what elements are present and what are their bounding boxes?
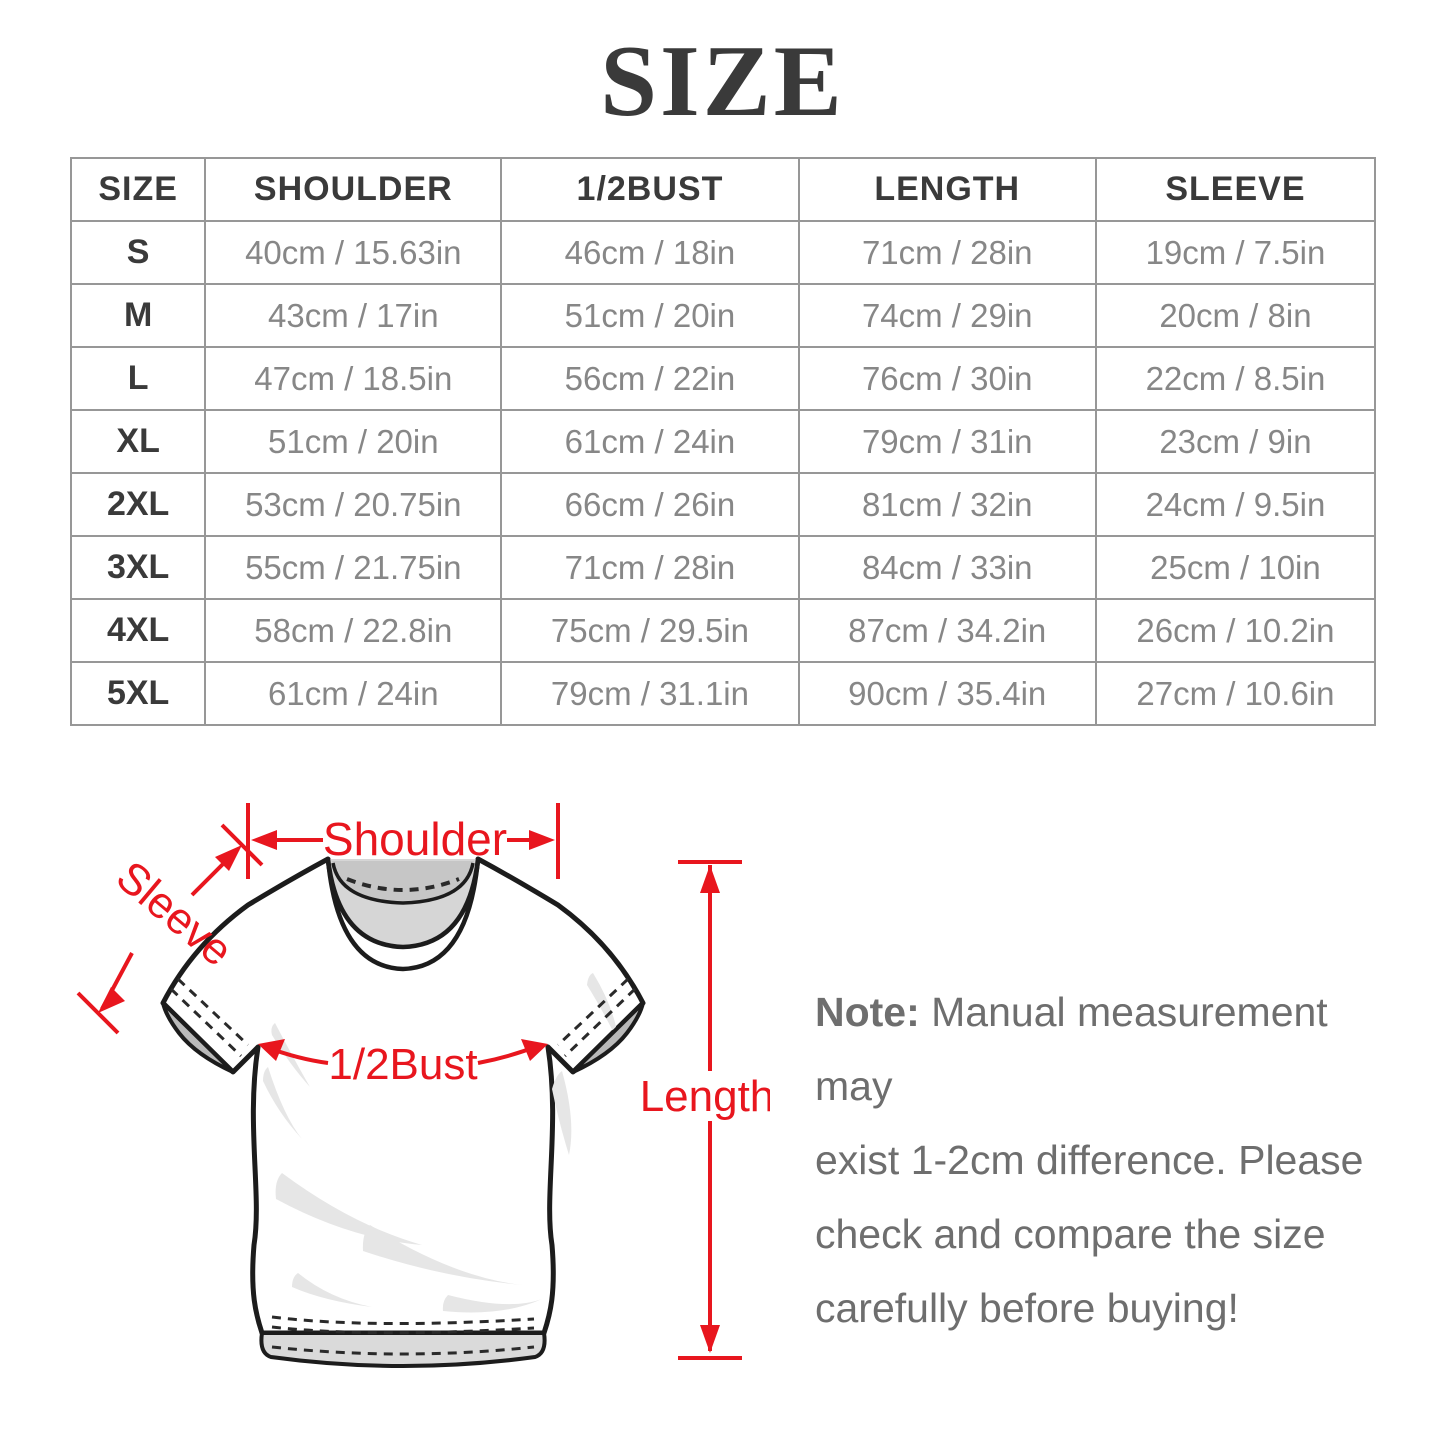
page-title: SIZE [600, 25, 845, 138]
shoulder-measure-cell: 40cm / 15.63in [204, 220, 503, 285]
note-line: carefully before buying! [815, 1285, 1239, 1331]
note-line: exist 1-2cm difference. Please [815, 1137, 1364, 1183]
table-row: 4XL 58cm / 22.8in 75cm / 29.5in 87cm / 3… [69, 598, 1377, 663]
table-header-row: SIZE SHOULDER 1/2BUST LENGTH SLEEVE [69, 157, 1377, 222]
table-row: XL 51cm / 20in 61cm / 24in 79cm / 31in 2… [69, 409, 1377, 474]
shoulder-label: Shoulder [323, 813, 507, 865]
sleeve-measure-cell: 26cm / 10.2in [1094, 598, 1377, 663]
shoulder-measure-cell: 58cm / 22.8in [204, 598, 503, 663]
table-row: 3XL 55cm / 21.75in 71cm / 28in 84cm / 33… [69, 535, 1377, 600]
shoulder-measure-cell: 61cm / 24in [204, 661, 503, 726]
length-measure-cell: 71cm / 28in [797, 220, 1097, 285]
shoulder-measure-cell: 51cm / 20in [204, 409, 503, 474]
shoulder-measure-cell: 53cm / 20.75in [204, 472, 503, 537]
size-label-cell: 4XL [69, 598, 207, 663]
note-line: check and compare the size [815, 1211, 1326, 1257]
bust-label: 1/2Bust [328, 1040, 477, 1089]
note-text: Note: Manual measurement may exist 1-2cm… [815, 975, 1415, 1345]
length-measure-cell: 76cm / 30in [797, 346, 1097, 411]
bust-measure-cell: 51cm / 20in [500, 283, 800, 348]
shoulder-dimension: Shoulder [246, 803, 560, 879]
sleeve-measure-cell: 20cm / 8in [1094, 283, 1377, 348]
size-label-cell: 5XL [69, 661, 207, 726]
bust-measure-cell: 71cm / 28in [500, 535, 800, 600]
table-row: M 43cm / 17in 51cm / 20in 74cm / 29in 20… [69, 283, 1377, 348]
sleeve-measure-cell: 25cm / 10in [1094, 535, 1377, 600]
size-label-cell: 3XL [69, 535, 207, 600]
size-label-cell: XL [69, 409, 207, 474]
bust-measure-cell: 56cm / 22in [500, 346, 800, 411]
tshirt-illustration [160, 856, 646, 1368]
column-header-sleeve: SLEEVE [1094, 157, 1377, 222]
sleeve-measure-cell: 27cm / 10.6in [1094, 661, 1377, 726]
table-row: 2XL 53cm / 20.75in 66cm / 26in 81cm / 32… [69, 472, 1377, 537]
bust-dimension: 1/2Bust [258, 1039, 548, 1089]
bust-measure-cell: 61cm / 24in [500, 409, 800, 474]
length-measure-cell: 90cm / 35.4in [797, 661, 1097, 726]
sleeve-measure-cell: 23cm / 9in [1094, 409, 1377, 474]
column-header-length: LENGTH [797, 157, 1097, 222]
size-label-cell: S [69, 220, 207, 285]
size-label-cell: L [69, 346, 207, 411]
sleeve-measure-cell: 19cm / 7.5in [1094, 220, 1377, 285]
size-label-cell: M [69, 283, 207, 348]
shoulder-measure-cell: 47cm / 18.5in [204, 346, 503, 411]
column-header-size: SIZE [69, 157, 207, 222]
length-measure-cell: 84cm / 33in [797, 535, 1097, 600]
note-prefix: Note: [815, 989, 920, 1035]
sleeve-measure-cell: 24cm / 9.5in [1094, 472, 1377, 537]
bust-measure-cell: 75cm / 29.5in [500, 598, 800, 663]
length-dimension: Length [640, 860, 770, 1360]
note-line: Note: Manual measurement may [815, 989, 1328, 1109]
length-label: Length [640, 1072, 770, 1121]
table-row: 5XL 61cm / 24in 79cm / 31.1in 90cm / 35.… [69, 661, 1377, 726]
sleeve-label: Sleeve [107, 852, 242, 976]
length-measure-cell: 81cm / 32in [797, 472, 1097, 537]
bust-measure-cell: 79cm / 31.1in [500, 661, 800, 726]
tshirt-measurement-diagram: Shoulder Sleeve 1/2Bust [76, 803, 770, 1368]
table-row: S 40cm / 15.63in 46cm / 18in 71cm / 28in… [69, 220, 1377, 285]
column-header-bust: 1/2BUST [500, 157, 800, 222]
length-measure-cell: 79cm / 31in [797, 409, 1097, 474]
column-header-shoulder: SHOULDER [204, 157, 503, 222]
size-table: SIZE SHOULDER 1/2BUST LENGTH SLEEVE S 40… [69, 157, 1377, 726]
length-measure-cell: 74cm / 29in [797, 283, 1097, 348]
bust-measure-cell: 46cm / 18in [500, 220, 800, 285]
length-measure-cell: 87cm / 34.2in [797, 598, 1097, 663]
size-label-cell: 2XL [69, 472, 207, 537]
table-row: L 47cm / 18.5in 56cm / 22in 76cm / 30in … [69, 346, 1377, 411]
bust-measure-cell: 66cm / 26in [500, 472, 800, 537]
shoulder-measure-cell: 43cm / 17in [204, 283, 503, 348]
sleeve-measure-cell: 22cm / 8.5in [1094, 346, 1377, 411]
shoulder-measure-cell: 55cm / 21.75in [204, 535, 503, 600]
